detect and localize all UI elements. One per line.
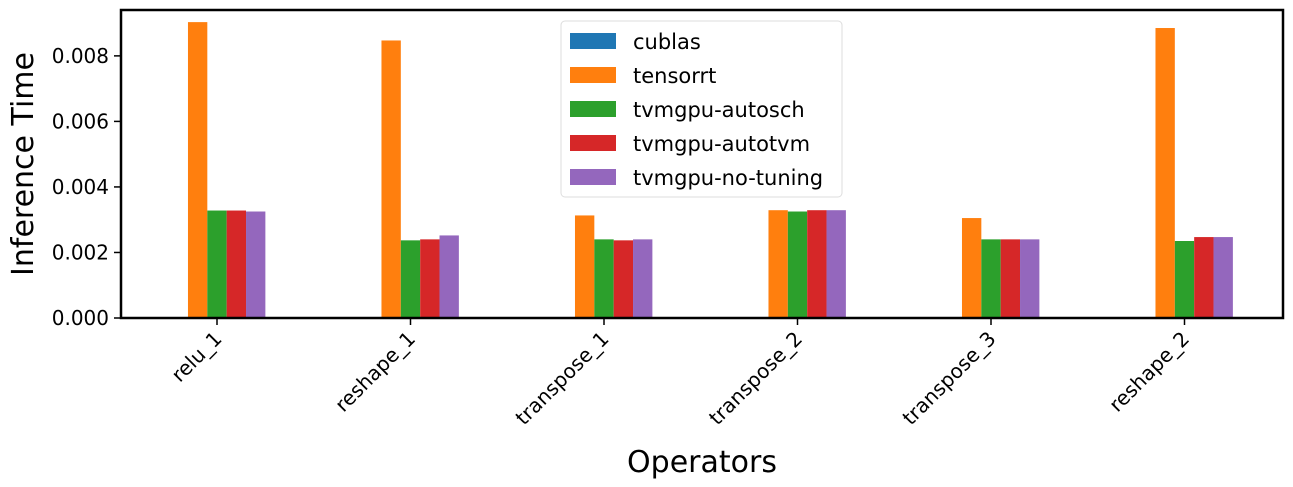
x-tick-label: transpose_3 bbox=[897, 327, 1000, 430]
x-axis: relu_1 reshape_1 transpose_1 transpose_2 tra… bbox=[166, 318, 1194, 430]
x-axis-label: Operators bbox=[627, 445, 777, 480]
bar-tvmgpu-autotvm-transpose_1 bbox=[613, 240, 634, 318]
legend-label-tensorrt: tensorrt bbox=[633, 64, 716, 88]
bar-tensorrt-reshape_2 bbox=[1155, 28, 1175, 319]
bar-tvmgpu-autosch-transpose_3 bbox=[981, 239, 1001, 318]
legend-swatch-tensorrt bbox=[570, 67, 616, 83]
legend-box bbox=[560, 20, 843, 198]
bar-tvmgpu-autosch-transpose_2 bbox=[787, 211, 808, 318]
legend-swatch-tvmgpu-autotvm bbox=[570, 135, 616, 151]
bar-tvmgpu-no-tuning-transpose_1 bbox=[633, 239, 653, 318]
bar-tensorrt-transpose_1 bbox=[574, 215, 595, 318]
x-tick-label: transpose_2 bbox=[704, 327, 807, 430]
legend-swatch-tvmgpu-autosch bbox=[570, 101, 616, 117]
y-tick-label: 0.006 bbox=[52, 109, 109, 133]
bar-tvmgpu-autotvm-transpose_2 bbox=[807, 210, 827, 318]
bar-tvmgpu-autosch-relu_1 bbox=[207, 210, 227, 318]
y-axis: 0.000 0.002 0.004 0.006 0.008 bbox=[52, 44, 121, 330]
legend-label-cublas: cublas bbox=[633, 30, 701, 54]
bar-tensorrt-transpose_2 bbox=[768, 210, 788, 318]
x-tick-label: transpose_1 bbox=[510, 327, 613, 430]
bar-tvmgpu-no-tuning-transpose_2 bbox=[826, 210, 846, 318]
x-tick-label: reshape_1 bbox=[330, 327, 420, 417]
bar-tvmgpu-no-tuning-reshape_1 bbox=[439, 235, 459, 318]
bar-tvmgpu-autotvm-reshape_1 bbox=[420, 239, 440, 318]
bar-tvmgpu-autotvm-relu_1 bbox=[226, 210, 247, 318]
bar-tvmgpu-autosch-reshape_1 bbox=[400, 240, 421, 318]
bar-tvmgpu-autosch-reshape_2 bbox=[1174, 241, 1195, 318]
legend-label-tvmgpu-no-tuning: tvmgpu-no-tuning bbox=[633, 166, 823, 190]
legend: cublas tensorrt tvmgpu-autosch tvmgpu-autot… bbox=[560, 20, 843, 198]
bar-tvmgpu-autotvm-reshape_2 bbox=[1194, 237, 1214, 318]
bar-tvmgpu-autotvm-transpose_3 bbox=[1000, 239, 1021, 318]
bar-tvmgpu-no-tuning-transpose_3 bbox=[1020, 239, 1040, 318]
plot-frame bbox=[119, 8, 1285, 320]
bar-tensorrt-reshape_1 bbox=[381, 40, 401, 318]
bar-tensorrt-relu_1 bbox=[187, 22, 208, 319]
y-tick-label: 0.008 bbox=[52, 44, 109, 68]
bar-tvmgpu-autosch-transpose_1 bbox=[594, 239, 614, 318]
bar-tvmgpu-no-tuning-relu_1 bbox=[246, 211, 266, 318]
bars-layer bbox=[187, 22, 1233, 319]
legend-label-tvmgpu-autosch: tvmgpu-autosch bbox=[633, 98, 805, 122]
bar-tensorrt-transpose_3 bbox=[961, 218, 982, 318]
legend-label-tvmgpu-autotvm: tvmgpu-autotvm bbox=[633, 132, 810, 156]
legend-swatch-tvmgpu-no-tuning bbox=[570, 169, 616, 185]
y-axis-label: Inference Time bbox=[6, 52, 41, 276]
x-tick-label: relu_1 bbox=[166, 327, 226, 387]
bar-tvmgpu-no-tuning-reshape_2 bbox=[1213, 237, 1233, 318]
y-tick-label: 0.000 bbox=[52, 306, 109, 330]
y-tick-label: 0.004 bbox=[52, 175, 109, 199]
legend-swatch-cublas bbox=[570, 33, 616, 49]
y-tick-label: 0.002 bbox=[52, 240, 109, 264]
x-tick-label: reshape_2 bbox=[1104, 327, 1194, 417]
